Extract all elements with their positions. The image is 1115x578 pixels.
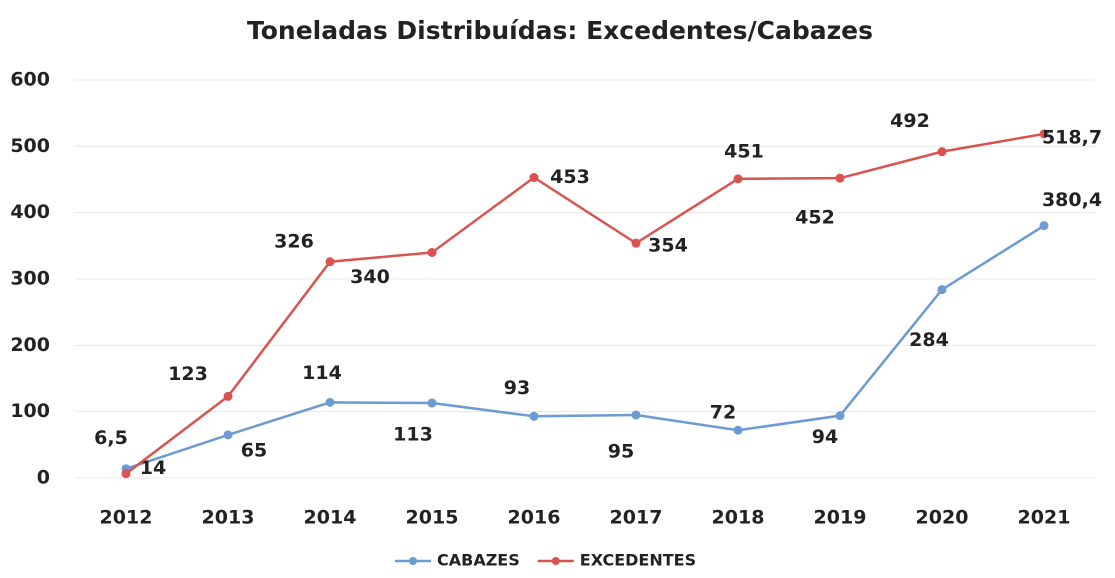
y-tick-label: 600 <box>10 69 50 91</box>
data-label: 113 <box>393 424 433 446</box>
data-point <box>733 425 743 435</box>
data-point <box>733 174 743 184</box>
x-tick-label: 2018 <box>712 507 765 529</box>
data-label: 123 <box>168 363 208 385</box>
data-point <box>529 411 539 421</box>
x-tick-label: 2020 <box>916 507 969 529</box>
data-label: 451 <box>724 140 764 162</box>
legend-label: EXCEDENTES <box>580 551 696 570</box>
y-tick-label: 500 <box>10 135 50 157</box>
x-tick-label: 2012 <box>100 507 153 529</box>
data-point <box>937 285 947 295</box>
legend-label: CABAZES <box>437 551 520 570</box>
y-tick-label: 100 <box>10 400 50 422</box>
data-label: 72 <box>710 402 736 424</box>
data-label: 94 <box>812 426 838 448</box>
data-label: 93 <box>504 377 530 399</box>
data-point <box>631 410 641 420</box>
data-label: 340 <box>350 266 390 288</box>
legend-marker <box>409 557 417 565</box>
data-label: 284 <box>909 329 949 351</box>
data-label: 380,4 <box>1042 189 1102 211</box>
x-tick-label: 2016 <box>508 507 561 529</box>
data-point <box>223 430 233 440</box>
data-label: 6,5 <box>94 427 128 449</box>
data-point <box>427 398 437 408</box>
data-label: 452 <box>795 207 835 229</box>
y-tick-label: 200 <box>10 334 50 356</box>
chart-title: Toneladas Distribuídas: Excedentes/Cabaz… <box>247 16 873 45</box>
data-point <box>529 173 539 183</box>
x-tick-label: 2015 <box>406 507 459 529</box>
x-tick-label: 2021 <box>1018 507 1071 529</box>
data-label: 114 <box>302 362 342 384</box>
data-label: 492 <box>890 110 930 132</box>
data-point <box>325 397 335 407</box>
data-label: 65 <box>241 439 267 461</box>
x-tick-label: 2019 <box>814 507 867 529</box>
data-point <box>325 257 335 267</box>
data-point <box>121 469 131 479</box>
data-label: 453 <box>550 166 590 188</box>
data-label: 518,7 <box>1042 126 1102 148</box>
data-label: 326 <box>274 230 314 252</box>
x-tick-label: 2013 <box>202 507 255 529</box>
data-point <box>835 173 845 183</box>
data-point <box>1039 129 1049 139</box>
data-label: 95 <box>608 440 634 462</box>
x-tick-label: 2017 <box>610 507 663 529</box>
data-point <box>937 147 947 157</box>
y-tick-label: 300 <box>10 268 50 290</box>
series-line <box>125 224 1045 470</box>
series-line <box>125 132 1045 475</box>
data-point <box>631 238 641 248</box>
legend-marker <box>551 557 560 565</box>
y-tick-label: 400 <box>10 201 50 223</box>
data-label: 354 <box>648 235 688 257</box>
y-tick-label: 0 <box>37 467 50 489</box>
data-point <box>223 391 233 401</box>
data-label: 14 <box>140 457 166 479</box>
data-point <box>427 247 437 257</box>
data-point <box>835 411 845 421</box>
data-point <box>1039 221 1049 231</box>
x-tick-label: 2014 <box>304 507 357 529</box>
